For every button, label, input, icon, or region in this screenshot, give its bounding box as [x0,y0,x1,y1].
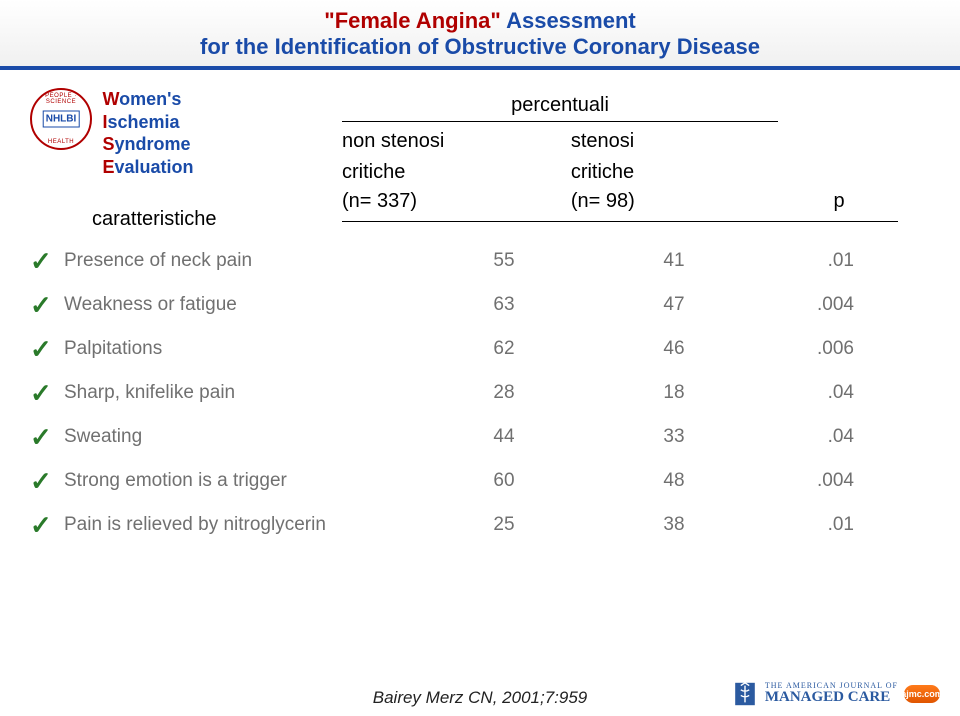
ajmc-big: MANAGED CARE [765,690,898,706]
row-v1: 28 [424,382,584,404]
title-band: "Female Angina" Assessment for the Ident… [0,0,960,70]
row-v2: 33 [584,426,764,448]
check-icon: ✓ [30,424,64,450]
group-row-1: non stenosi stenosi [342,124,898,153]
check-icon: ✓ [30,336,64,362]
critiche-2-label: critiche [571,155,778,184]
percentuali-row: percentuali [342,94,898,119]
data-row: ✓Presence of neck pain5541.01 [30,248,930,274]
hline-2 [342,221,898,222]
row-label: Sweating [64,426,424,448]
row-label: Sharp, knifelike pain [64,382,424,404]
content-area: PEOPLE · SCIENCE HEALTH Women's Ischemia… [0,70,960,538]
wise-e-rest: valuation [114,157,193,177]
percentuali-label: percentuali [342,94,778,119]
row-v1: 44 [424,426,584,448]
table-header-wrap: percentuali non stenosi stenosi critiche… [340,88,930,224]
row-label: Palpitations [64,338,424,360]
stenosi-label: stenosi [571,124,778,153]
wise-w-rest: omen's [119,89,181,109]
non-stenosi-label: non stenosi [342,124,569,153]
row-v1: 63 [424,294,584,316]
row-p: .01 [764,514,884,536]
ajmc-pill: ajmc.com [904,685,940,703]
nhlbi-arc-top: PEOPLE · SCIENCE [34,93,88,105]
data-row: ✓Weakness or fatigue6347.004 [30,292,930,318]
wise-acronym: Women's Ischemia Syndrome Evaluation [102,88,193,178]
row-v2: 46 [584,338,764,360]
data-rows: ✓Presence of neck pain5541.01✓Weakness o… [30,248,930,538]
group-row-2: critiche critiche [342,155,898,184]
row-v1: 60 [424,470,584,492]
row-p: .006 [764,338,884,360]
wise-e: E [102,157,114,177]
empty-cell [780,155,898,184]
check-icon: ✓ [30,248,64,274]
row-label: Pain is relieved by nitroglycerin [64,514,424,536]
nhlbi-logo: PEOPLE · SCIENCE HEALTH [30,88,92,150]
hline-1-row [342,121,898,122]
title-line-2: for the Identification of Obstructive Co… [0,34,960,60]
row-p: .04 [764,426,884,448]
row-v1: 55 [424,250,584,272]
wise-w: W [102,89,119,109]
table-header: percentuali non stenosi stenosi critiche… [340,92,900,224]
row-label: Presence of neck pain [64,250,424,272]
empty-cell [780,94,898,119]
left-block: PEOPLE · SCIENCE HEALTH Women's Ischemia… [30,88,290,178]
check-icon: ✓ [30,292,64,318]
ajmc-logo: THE AMERICAN JOURNAL OF MANAGED CARE ajm… [731,680,940,708]
data-row: ✓Sharp, knifelike pain2818.04 [30,380,930,406]
wise-i-rest: schemia [107,112,179,132]
row-v1: 25 [424,514,584,536]
n1-label: (n= 337) [342,186,569,219]
row-v2: 18 [584,382,764,404]
data-row: ✓Sweating4433.04 [30,424,930,450]
caratteristiche-label: caratteristiche [92,208,217,231]
caduceus-icon [731,680,759,708]
n-row: (n= 337) (n= 98) p [342,186,898,219]
data-row: ✓Palpitations6246.006 [30,336,930,362]
row-v1: 62 [424,338,584,360]
row-p: .01 [764,250,884,272]
hline-1 [342,121,778,122]
data-row: ✓Strong emotion is a trigger6048.004 [30,468,930,494]
wise-s-rest: yndrome [114,134,190,154]
row-v2: 47 [584,294,764,316]
row-v2: 48 [584,470,764,492]
check-icon: ✓ [30,468,64,494]
citation: Bairey Merz CN, 2001;7:959 [373,688,588,708]
hline-2-row [342,221,898,222]
p-label: p [780,186,898,219]
ajmc-text: THE AMERICAN JOURNAL OF MANAGED CARE [765,682,898,706]
critiche-1-label: critiche [342,155,569,184]
row-p: .04 [764,382,884,404]
check-icon: ✓ [30,512,64,538]
title-line-1: "Female Angina" Assessment [0,8,960,34]
row-label: Weakness or fatigue [64,294,424,316]
row-p: .004 [764,470,884,492]
title-quoted: "Female Angina" [324,8,501,33]
title-rest: Assessment [501,8,636,33]
wise-s: S [102,134,114,154]
n2-label: (n= 98) [571,186,778,219]
check-icon: ✓ [30,380,64,406]
row-v2: 41 [584,250,764,272]
nhlbi-arc-bottom: HEALTH [34,139,88,145]
row-v2: 38 [584,514,764,536]
row-p: .004 [764,294,884,316]
data-row: ✓Pain is relieved by nitroglycerin2538.0… [30,512,930,538]
row-label: Strong emotion is a trigger [64,470,424,492]
empty-cell [780,124,898,153]
